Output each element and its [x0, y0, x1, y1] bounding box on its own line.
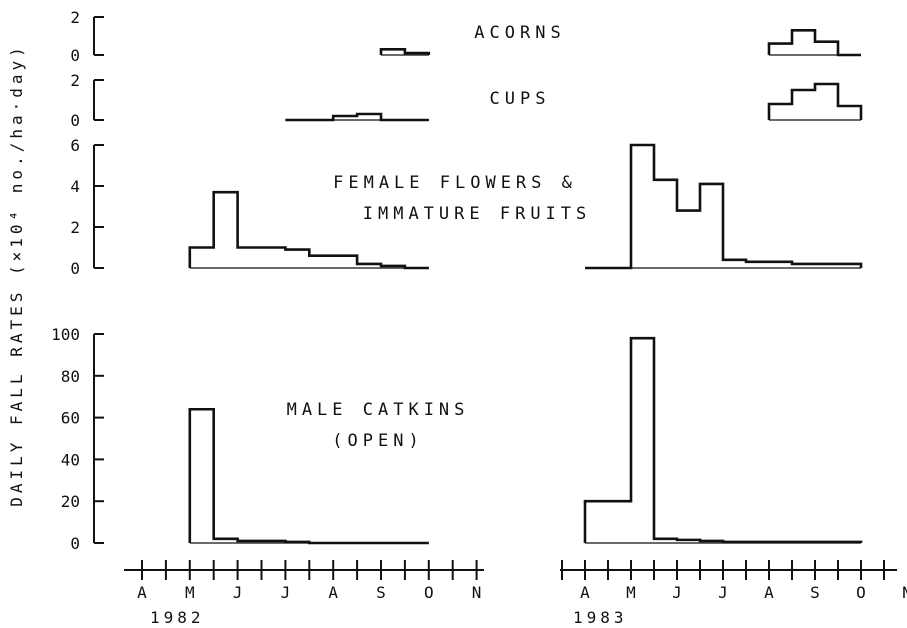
y-tick-label-cups: 0 [70, 111, 80, 130]
year-label-1982: 1982 [150, 608, 205, 627]
month-label: S [810, 583, 820, 602]
month-label: O [856, 583, 866, 602]
axes [93, 16, 897, 580]
y-tick-label-female: 2 [70, 218, 80, 237]
series-male-1983 [583, 336, 863, 544]
month-label: J [672, 583, 682, 602]
y-tick-label-male: 60 [61, 409, 80, 428]
panel-title-acorns: ACORNS [474, 23, 565, 43]
month-label: J [233, 583, 243, 602]
series-cups-1982 [285, 112, 429, 122]
y-axis-label: DAILY FALL RATES (×10⁴ no./ha·day) [7, 43, 26, 507]
month-label: M [185, 583, 195, 602]
panel-title-female-line-1: IMMATURE FRUITS [363, 204, 592, 224]
series-cups-1983 [767, 82, 863, 120]
year-label-1983: 1983 [573, 608, 628, 627]
panel-title-cups: CUPS [490, 89, 551, 109]
y-tick-label-female: 4 [70, 177, 80, 196]
month-labels: AMJJASONAMJJASON [137, 583, 907, 602]
month-label: A [328, 583, 338, 602]
y-tick-label-male: 100 [51, 325, 80, 344]
series-acorns-1983 [767, 29, 861, 57]
series-male-1982 [188, 407, 429, 545]
month-label: O [424, 583, 434, 602]
series-female-1983 [585, 143, 863, 270]
y-tick-label-acorns: 2 [70, 8, 80, 27]
panel-title-female-line-0: FEMALE FLOWERS & [333, 173, 577, 193]
y-tick-label-acorns: 0 [70, 46, 80, 65]
panel-titles: ACORNS CUPS FEMALE FLOWERS & IMMATURE FRUIT… [287, 23, 592, 451]
month-label: N [902, 583, 907, 602]
month-label: A [580, 583, 590, 602]
y-tick-label-female: 0 [70, 259, 80, 278]
panel-title-male-line-1: (OPEN) [332, 431, 423, 451]
month-label: S [376, 583, 386, 602]
y-tick-label-male: 40 [61, 450, 80, 469]
month-label: J [718, 583, 728, 602]
month-label: A [764, 583, 774, 602]
series-female-1982 [188, 190, 429, 270]
month-label: N [472, 583, 482, 602]
panel-title-male-line-0: MALE CATKINS [287, 400, 470, 420]
y-tick-label-male: 0 [70, 534, 80, 553]
month-label: J [281, 583, 291, 602]
month-label: A [137, 583, 147, 602]
y-tick-label-male: 80 [61, 367, 80, 386]
y-tick-label-cups: 2 [70, 71, 80, 90]
series-acorns-1982 [379, 48, 431, 55]
y-tick-label-male: 20 [61, 492, 80, 511]
y-tick-label-female: 6 [70, 136, 80, 155]
data-series [188, 29, 863, 545]
month-label: M [626, 583, 636, 602]
